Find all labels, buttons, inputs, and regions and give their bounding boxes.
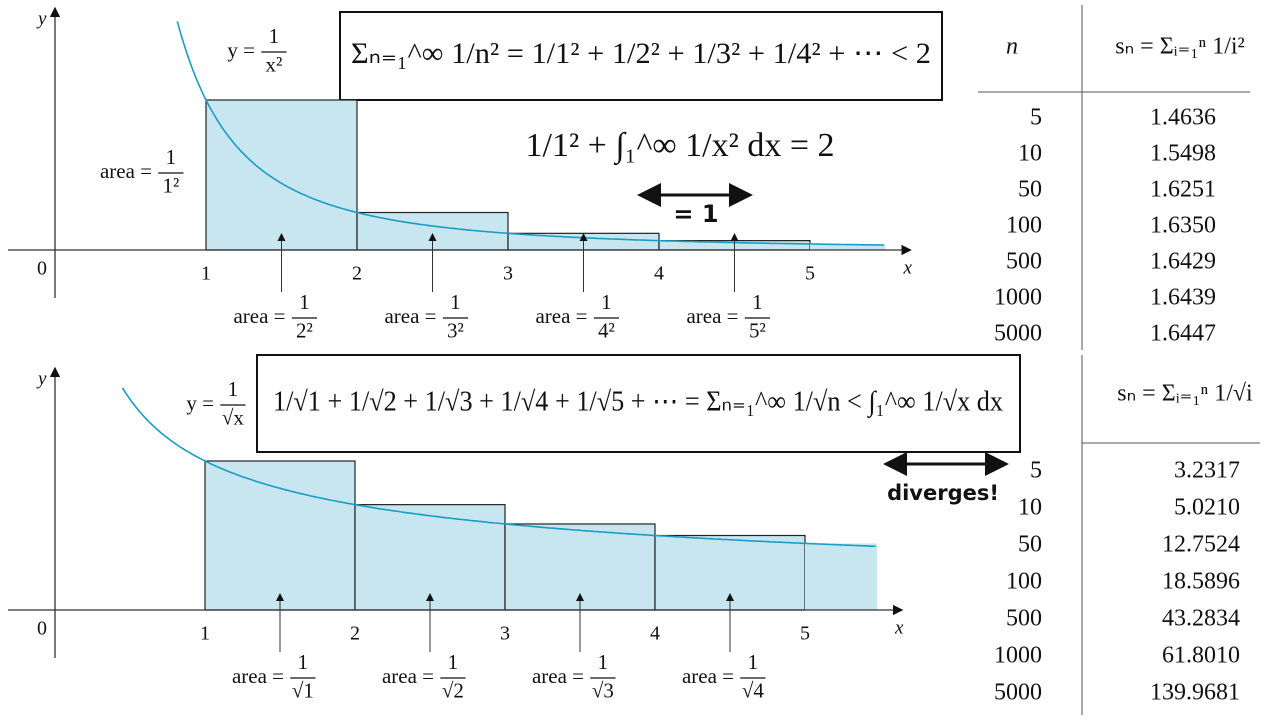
table-cell: 5000 <box>994 680 1042 706</box>
table-cell: 1.5498 <box>1150 141 1216 167</box>
numerator: 1 <box>450 290 461 314</box>
label-text: area = <box>535 304 587 328</box>
numerator: 1 <box>299 290 310 314</box>
x-tick-label: 1 <box>200 623 210 645</box>
table-cell: 1.6439 <box>1150 285 1216 311</box>
denominator: 3² <box>447 319 464 343</box>
area-rect <box>810 244 886 250</box>
table-cell: 1.6447 <box>1150 321 1216 347</box>
table-header: sₙ = Σᵢ₌₁ⁿ 1/i² <box>1115 34 1244 60</box>
table-header: n <box>1006 34 1018 60</box>
table-cell: 12.7524 <box>1162 532 1240 558</box>
x-tick-label: 3 <box>500 623 510 645</box>
curve <box>121 387 876 548</box>
table-cell: 1.6429 <box>1150 249 1216 275</box>
table-header: sₙ = Σᵢ₌₁ⁿ 1/√i <box>1117 381 1253 407</box>
table-cell: 500 <box>1006 249 1042 275</box>
table-cell: 3.2317 <box>1174 458 1240 484</box>
table-cell: 10 <box>1018 495 1042 521</box>
origin-label: 0 <box>37 618 47 640</box>
series-formula: 1/√1 + 1/√2 + 1/√3 + 1/√4 + 1/√5 + ⋯ = Σ… <box>273 386 1003 418</box>
label-text: area = <box>532 664 584 688</box>
numerator: 1 <box>269 24 280 48</box>
area-rect <box>805 543 877 610</box>
x-tick-label: 3 <box>503 263 513 285</box>
formula-box <box>256 354 1021 453</box>
label-text: area = <box>682 664 734 688</box>
numerator: 1 <box>601 290 612 314</box>
label-text: area = <box>382 664 434 688</box>
denominator: √4 <box>742 679 765 703</box>
table-cell: 18.5896 <box>1162 569 1240 595</box>
table-cell: 100 <box>1006 213 1042 239</box>
integral-note: diverges! <box>887 481 999 505</box>
numerator: 1 <box>752 290 763 314</box>
x-tick-label: 1 <box>201 263 211 285</box>
table-cell: 50 <box>1018 532 1042 558</box>
denominator: √2 <box>442 679 464 703</box>
axis-label: y <box>36 8 47 29</box>
area-rect <box>204 460 356 611</box>
denominator: 1² <box>163 174 180 198</box>
table-cell: 1000 <box>994 643 1042 669</box>
x-tick-label: 2 <box>350 623 360 645</box>
denominator: √x <box>222 406 245 430</box>
label-text: area = <box>384 304 436 328</box>
denominator: √3 <box>592 679 614 703</box>
denominator: 5² <box>749 319 766 343</box>
x-tick-label: 4 <box>654 263 664 285</box>
table-cell: 500 <box>1006 606 1042 632</box>
denominator: √1 <box>292 679 314 703</box>
numerator: 1 <box>748 650 759 674</box>
label-text: y = <box>186 391 214 415</box>
label-text: area = <box>100 159 152 183</box>
table-cell: 10 <box>1018 141 1042 167</box>
table-cell: 61.8010 <box>1162 643 1240 669</box>
table-cell: 5 <box>1030 105 1042 131</box>
numerator: 1 <box>166 145 177 169</box>
label-text: area = <box>233 304 285 328</box>
origin-label: 0 <box>37 258 47 280</box>
table-cell: 1.6350 <box>1150 213 1216 239</box>
axis-label: x <box>903 257 913 278</box>
numerator: 1 <box>448 650 459 674</box>
area-rect <box>205 99 358 251</box>
label-text: area = <box>232 664 284 688</box>
denominator: x² <box>266 53 283 77</box>
x-tick-label: 5 <box>805 263 815 285</box>
series-formula: Σₙ₌₁^∞ 1/n² = 1/1² + 1/2² + 1/3² + 1/4² … <box>351 37 931 70</box>
curve <box>176 21 884 246</box>
x-tick-label: 2 <box>352 263 362 285</box>
table-cell: 43.2834 <box>1162 606 1240 632</box>
integral-formula: 1/1² + ∫₁^∞ 1/x² dx = 2 <box>526 127 835 166</box>
numerator: 1 <box>228 377 239 401</box>
denominator: 2² <box>296 319 313 343</box>
axis-label: y <box>36 368 47 389</box>
axis-label: x <box>894 617 904 638</box>
numerator: 1 <box>298 650 309 674</box>
table-cell: 139.9681 <box>1150 680 1240 706</box>
label-text: area = <box>686 304 738 328</box>
integral-note: = 1 <box>673 200 718 228</box>
denominator: 4² <box>598 319 615 343</box>
table-cell: 5000 <box>994 321 1042 347</box>
table-cell: 5 <box>1030 458 1042 484</box>
table-cell: 1.6251 <box>1150 177 1216 203</box>
table-cell: 1.4636 <box>1150 105 1216 131</box>
table-cell: 100 <box>1006 569 1042 595</box>
label-text: y = <box>227 38 255 62</box>
formula-box <box>339 11 943 101</box>
table-cell: 1000 <box>994 285 1042 311</box>
x-tick-label: 5 <box>800 623 810 645</box>
table-cell: 50 <box>1018 177 1042 203</box>
table-cell: 5.0210 <box>1174 495 1240 521</box>
x-tick-label: 4 <box>650 623 660 645</box>
numerator: 1 <box>598 650 609 674</box>
